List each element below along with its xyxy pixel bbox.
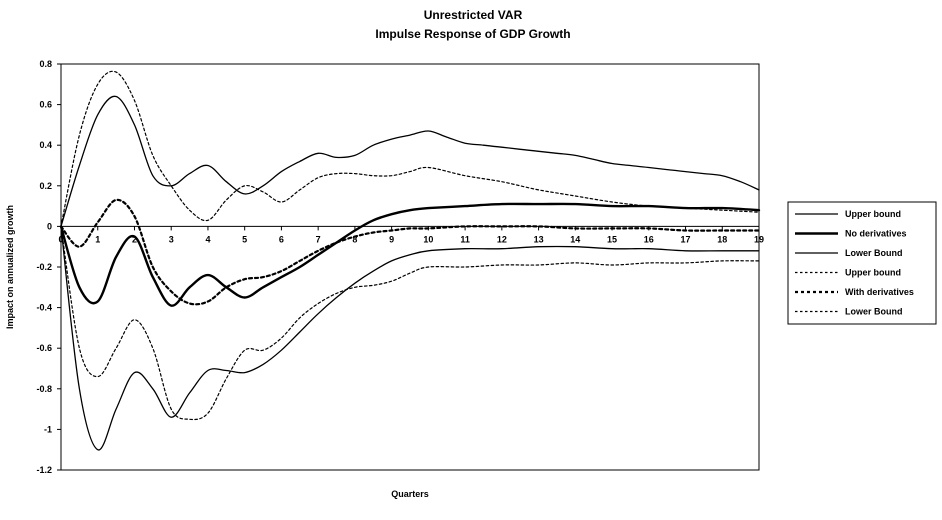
- x-tick-label: 18: [717, 234, 727, 244]
- y-tick-label: -1: [44, 424, 52, 434]
- x-tick-label: 3: [169, 234, 174, 244]
- legend-label-with-derivatives: With derivatives: [845, 287, 914, 297]
- legend-label-upper-bound-with-deriv: Upper bound: [845, 268, 901, 278]
- x-tick-label: 11: [460, 234, 470, 244]
- y-tick-label: -0.2: [36, 262, 52, 272]
- x-tick-label: 12: [497, 234, 507, 244]
- x-tick-label: 16: [644, 234, 654, 244]
- y-tick-label: 0.4: [39, 140, 52, 150]
- x-tick-label: 4: [205, 234, 210, 244]
- y-tick-label: -0.6: [36, 343, 52, 353]
- y-tick-label: 0.8: [39, 59, 52, 69]
- series-line-upper-bound-with-deriv: [60, 70, 760, 227]
- chart-subtitle: Impulse Response of GDP Growth: [375, 27, 570, 41]
- x-tick-label: 2: [132, 234, 137, 244]
- y-tick-label: -1.2: [36, 465, 52, 475]
- x-tick-label: 14: [570, 234, 580, 244]
- x-tick-label: 8: [352, 234, 357, 244]
- x-tick-label: 13: [534, 234, 544, 244]
- y-axis: 0.8 0.6 0.4 0.2 0 -0.2 -0.4 -0.6 -0.8 -1 -1.2: [36, 59, 61, 475]
- chart-title: Unrestricted VAR: [424, 8, 523, 22]
- x-tick-label: 1: [95, 234, 100, 244]
- x-tick-label: 19: [754, 234, 764, 244]
- plot-area-frame: [60, 63, 760, 471]
- legend: Upper bound No derivatives Lower Bound Uppe…: [787, 201, 937, 325]
- series-layer: [59, 70, 761, 451]
- x-tick-label: 10: [423, 234, 433, 244]
- y-tick-label: 0: [47, 221, 52, 231]
- x-tick-label: 6: [279, 234, 284, 244]
- series-line-lower-bound-with-deriv: [60, 225, 760, 421]
- x-tick-label: 7: [316, 234, 321, 244]
- y-tick-label: -0.8: [36, 384, 52, 394]
- series-line-no-derivatives: [59, 202, 761, 307]
- legend-label-lower-bound-with-deriv: Lower Bound: [845, 307, 903, 317]
- y-tick-label: -0.4: [36, 303, 52, 313]
- series-line-upper-bound-no-deriv: [60, 95, 760, 228]
- y-tick-label: 0.2: [39, 181, 52, 191]
- legend-label-no-derivatives: No derivatives: [845, 229, 907, 239]
- x-tick-label: 17: [681, 234, 691, 244]
- x-tick-label: 0: [58, 234, 63, 244]
- legend-label-upper-bound-no-deriv: Upper bound: [845, 209, 901, 219]
- x-tick-label: 5: [242, 234, 247, 244]
- series-line-lower-bound-no-deriv: [60, 225, 760, 451]
- x-tick-label: 15: [607, 234, 617, 244]
- x-axis-title: Quarters: [391, 489, 429, 499]
- series-line-with-derivatives: [59, 198, 761, 306]
- legend-label-lower-bound-no-deriv: Lower Bound: [845, 248, 903, 258]
- x-tick-label: 9: [389, 234, 394, 244]
- y-tick-label: 0.6: [39, 100, 52, 110]
- y-axis-title: Impact on annualized growth: [5, 205, 15, 329]
- legend-frame: [787, 201, 937, 325]
